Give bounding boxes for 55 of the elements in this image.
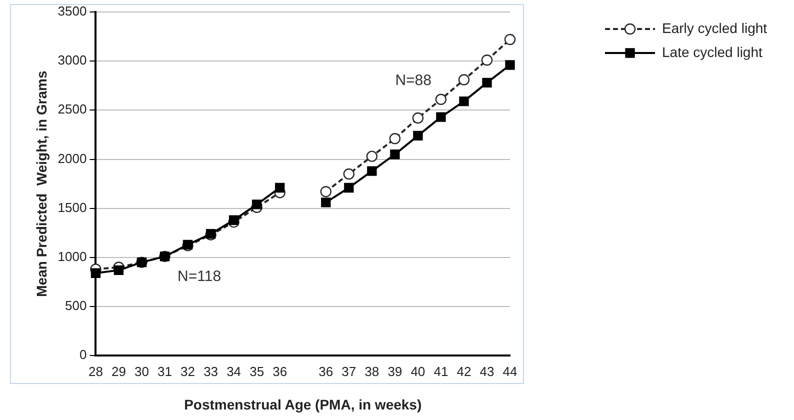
x-tick-label: 35	[250, 364, 264, 379]
point	[389, 133, 401, 144]
y-axis-title: Mean Predicted Weight, in Grams	[33, 70, 50, 297]
point	[481, 54, 493, 66]
x-tick-label: 36	[318, 364, 334, 379]
x-tick-label: 34	[226, 364, 242, 379]
point	[252, 200, 262, 210]
point	[413, 130, 423, 141]
point	[114, 265, 124, 276]
point	[435, 94, 447, 105]
point	[412, 112, 424, 124]
point	[320, 186, 332, 198]
point	[504, 34, 516, 46]
point	[505, 60, 515, 70]
y-tick-label: 1500	[58, 200, 87, 215]
x-tick-label: 41	[434, 364, 448, 379]
point	[343, 168, 354, 180]
point	[436, 112, 446, 122]
x-tick-label: 33	[204, 364, 218, 379]
x-tick-label: 31	[158, 364, 172, 379]
x-tick-label: 38	[364, 364, 380, 379]
y-tick-label: 500	[65, 298, 87, 314]
y-tick-label: 3000	[58, 52, 87, 68]
y-tick-label: 2500	[58, 102, 87, 117]
point	[228, 215, 239, 225]
point	[458, 74, 470, 86]
x-tick-label: 44	[502, 364, 518, 379]
x-tick-label: 37	[342, 364, 356, 379]
point	[366, 150, 378, 162]
y-tick-label: 1000	[58, 249, 87, 264]
legend-label: Early cycled light	[662, 20, 768, 36]
x-tick-label: 43	[480, 364, 494, 379]
x-tick-label: 40	[410, 364, 426, 379]
point	[321, 198, 331, 208]
y-tick-label: 0	[79, 347, 87, 362]
point	[344, 182, 354, 193]
x-tick-label: 32	[180, 364, 196, 379]
annotation: N=118	[178, 268, 222, 286]
point	[390, 150, 400, 160]
point	[90, 268, 101, 278]
x-tick-label: 28	[88, 364, 103, 379]
x-tick-label: 29	[112, 364, 126, 379]
legend-label: Late cycled light	[662, 44, 763, 60]
x-tick-label: 42	[456, 364, 472, 379]
point	[482, 78, 492, 88]
x-tick-label: 39	[388, 364, 402, 379]
y-tick-label: 3500	[58, 4, 87, 19]
point	[459, 96, 469, 106]
x-tick-label: 36	[272, 364, 288, 379]
y-tick-label: 2000	[58, 150, 87, 166]
point	[275, 182, 285, 193]
x-axis-title: Postmenstrual Age (PMA, in weeks)	[184, 396, 422, 412]
x-tick-label: 30	[134, 364, 149, 379]
point	[367, 166, 377, 176]
annotation: N=88	[395, 72, 432, 89]
